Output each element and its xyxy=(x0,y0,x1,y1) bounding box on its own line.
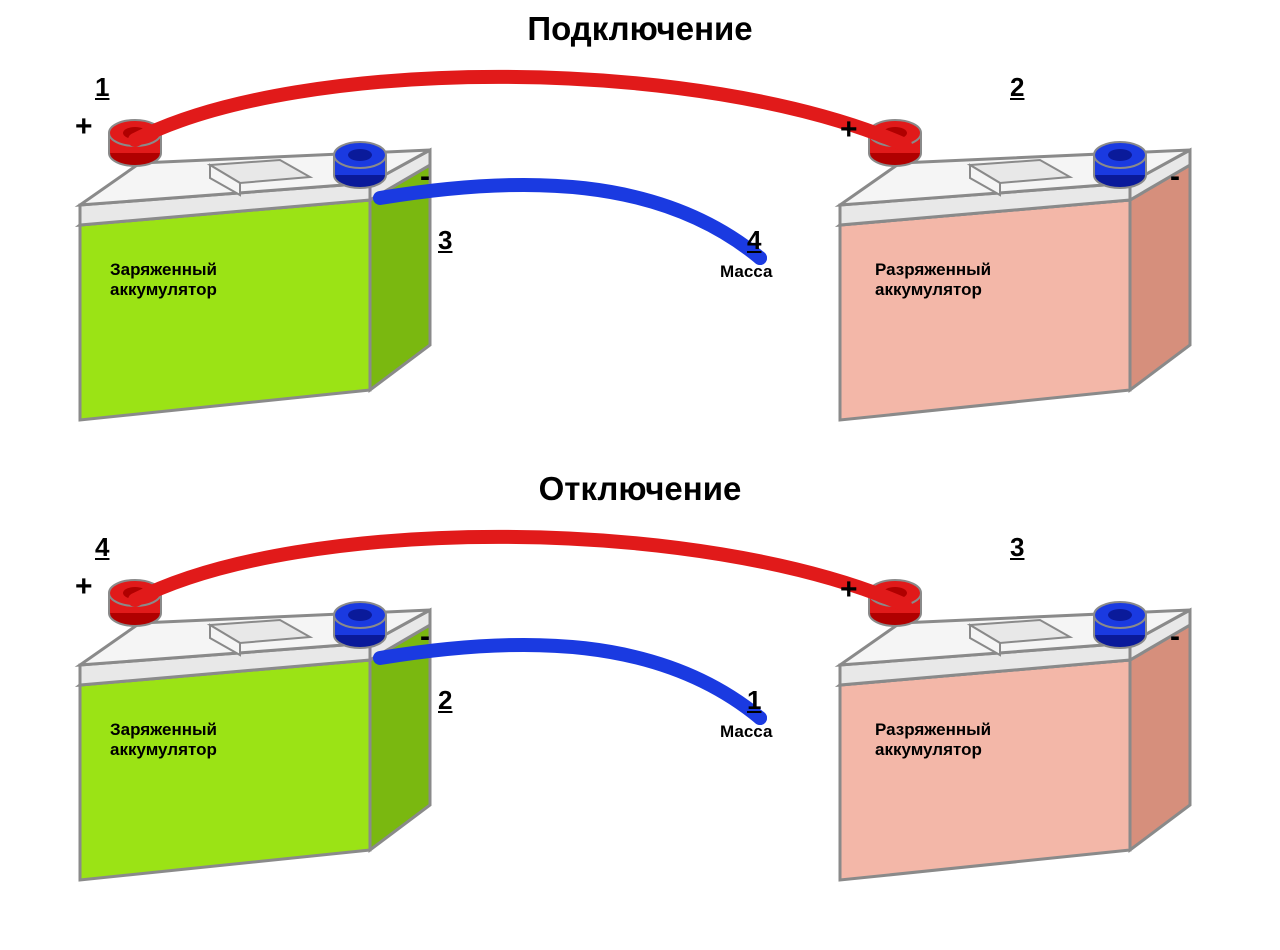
minus-sign: - xyxy=(420,160,430,194)
step-number: 3 xyxy=(1010,532,1024,563)
section-title-disconnect: Отключение xyxy=(0,470,1280,508)
terminal-positive xyxy=(109,120,161,166)
battery-label-charged: Заряженныйаккумулятор xyxy=(110,260,217,299)
terminal-negative xyxy=(334,602,386,648)
step-number: 4 xyxy=(95,532,109,563)
plus-sign: + xyxy=(75,570,93,604)
step-number: 2 xyxy=(1010,72,1024,103)
minus-sign: - xyxy=(1170,620,1180,654)
plus-sign: + xyxy=(840,573,858,607)
terminal-positive xyxy=(109,580,161,626)
step-number: 1 xyxy=(95,72,109,103)
terminal-positive xyxy=(869,580,921,626)
step-number: 1 xyxy=(747,685,761,716)
terminal-negative xyxy=(1094,602,1146,648)
battery-label-charged: Заряженныйаккумулятор xyxy=(110,720,217,759)
ground-label: Масса xyxy=(720,262,772,282)
minus-sign: - xyxy=(420,620,430,654)
plus-sign: + xyxy=(840,113,858,147)
terminal-negative xyxy=(334,142,386,188)
terminal-negative xyxy=(1094,142,1146,188)
step-number: 2 xyxy=(438,685,452,716)
ground-label: Масса xyxy=(720,722,772,742)
step-number: 3 xyxy=(438,225,452,256)
step-number: 4 xyxy=(747,225,761,256)
minus-sign: - xyxy=(1170,160,1180,194)
plus-sign: + xyxy=(75,110,93,144)
terminal-positive xyxy=(869,120,921,166)
battery-label-discharged: Разряженныйаккумулятор xyxy=(875,720,991,759)
battery-label-discharged: Разряженныйаккумулятор xyxy=(875,260,991,299)
section-title-connect: Подключение xyxy=(0,10,1280,48)
